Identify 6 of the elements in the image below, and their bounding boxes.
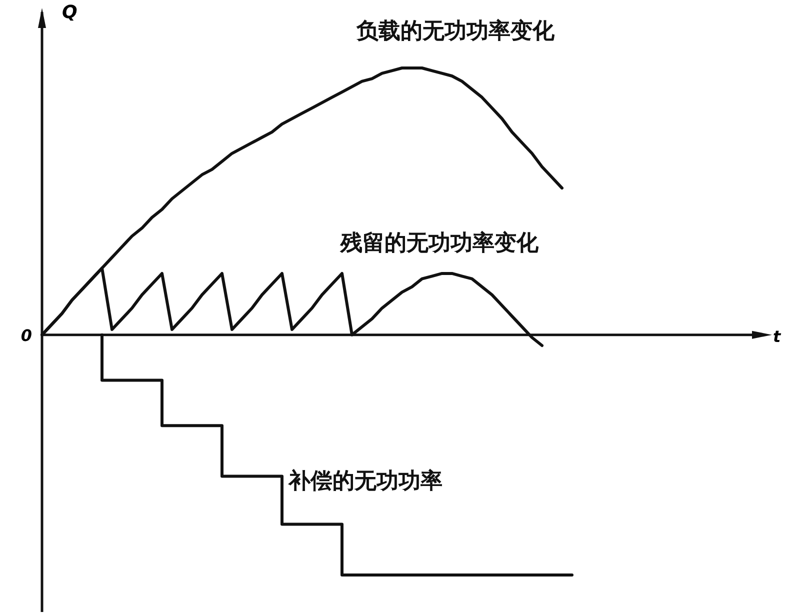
text: 0 bbox=[20, 326, 32, 345]
y-axis-title: Q bbox=[62, 2, 78, 23]
text: t bbox=[773, 326, 782, 346]
series-label: 补偿的无功功率 bbox=[287, 468, 442, 494]
series-label: 残留的无功功率变化 bbox=[340, 230, 540, 256]
series-label: 负载的无功功率变化 bbox=[355, 18, 556, 44]
